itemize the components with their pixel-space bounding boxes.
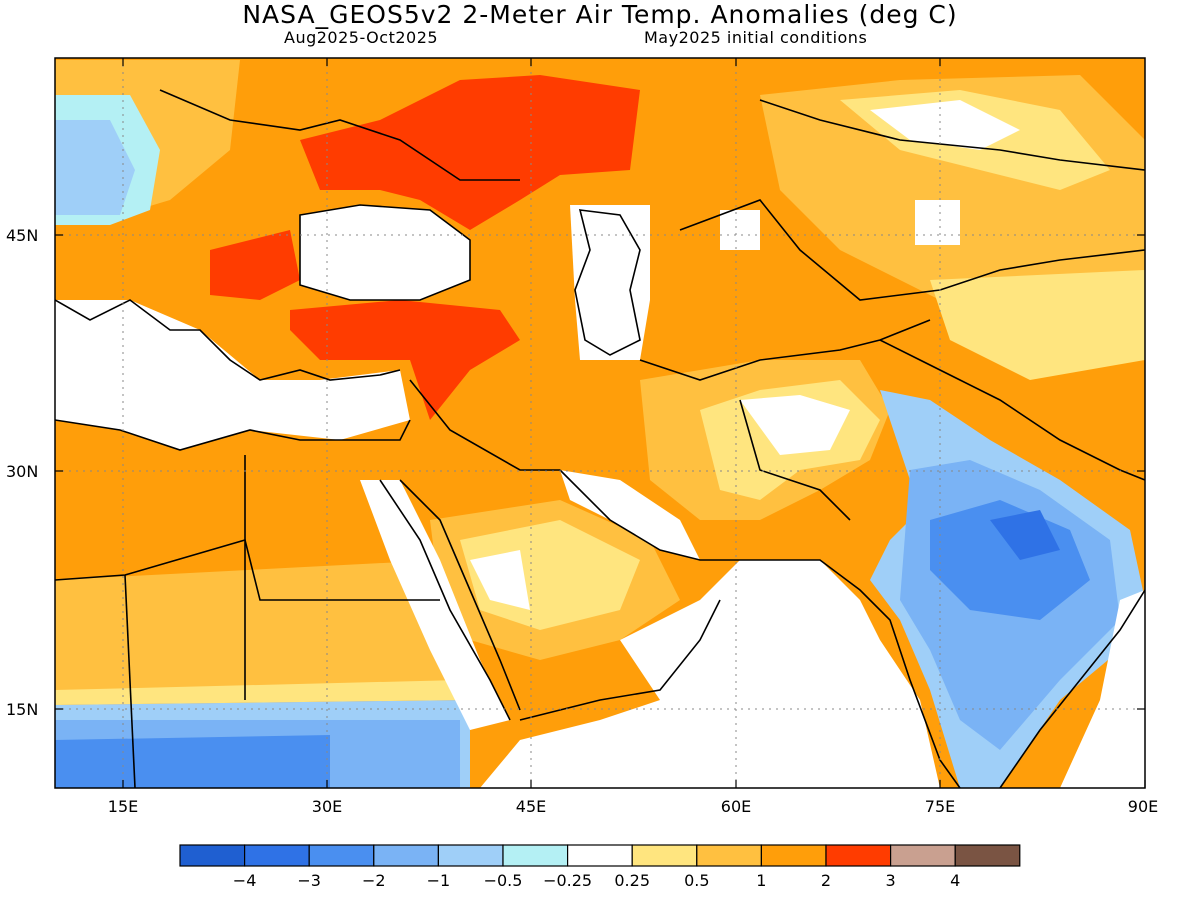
legend-swatch [631,844,698,867]
lon-label-90e: 90E [1128,797,1158,816]
field-sahel-yellow [55,680,470,705]
legend-tick-label: −3 [297,871,321,890]
field-central-africa-deep [55,735,330,788]
legend-swatch [179,844,246,867]
field-sahel-light [55,560,460,700]
legend-swatch [308,844,375,867]
gridlines [55,58,1145,788]
legend-tick-label: 2 [821,871,831,890]
legend-tick-label: 4 [950,871,960,890]
legend-swatch [760,844,827,867]
map-frame [54,57,1146,789]
lat-label-45n: 45N [6,226,38,245]
coast-india-east [999,589,1145,788]
border-iraq-saudi [409,379,560,471]
coast-red-sea-west [379,479,511,721]
coast-caspian [574,209,641,356]
legend-tick-label: 0.5 [684,871,709,890]
border-kazakhstan-south [679,199,1145,301]
legend-tick-label: −0.5 [484,871,523,890]
legend-swatch [889,844,956,867]
legend-swatch [566,844,633,867]
coast-arabia-south [519,599,721,721]
field-afghan-white [740,395,850,455]
period-label: Aug2025-Oct2025 [284,28,439,47]
field-mongolia-white [870,100,1020,150]
map-title: NASA_GEOS5v2 2-Meter Air Temp. Anomalies… [242,0,958,29]
coast-red-sea-east [399,479,521,711]
legend-swatch [502,844,569,867]
border-russia-south [759,99,1145,171]
legend-swatch [825,844,892,867]
mask-bay-of-bengal [1060,590,1145,788]
field-arabia-white [470,550,530,610]
mask-mediterranean [55,300,410,450]
coast-north-med [55,299,401,381]
lon-label-15e: 15E [108,797,138,816]
border-chad [124,574,136,788]
lat-label-15n: 15N [6,700,38,719]
legend-swatch [373,844,439,867]
coast-persian-gulf-india [559,469,961,788]
legend-tick-label: 3 [886,871,896,890]
mask-black-sea [300,205,470,300]
coast-north-africa [55,419,411,451]
legend-swatch [437,844,504,867]
legend-tick-label: −4 [233,871,257,890]
border-himalaya [879,339,1145,481]
legend-swatch [954,844,1021,867]
lon-label-45e: 45E [516,797,546,816]
lat-label-30n: 30N [6,462,38,481]
lon-label-30e: 30E [312,797,342,816]
border-iran-turkmen [639,319,931,381]
border-iran-pakistan [739,399,851,521]
field-europe-blue [55,120,135,215]
mask-caspian-sea [570,205,650,360]
mask-red-sea [360,480,510,730]
mask-arabian-sea [480,560,940,788]
field-india-deep [990,510,1060,560]
legend-tick-label: −1 [427,871,451,890]
mask-balkhash [915,200,960,245]
field-ukraine-russia-red [300,75,640,230]
mask-aral-sea [720,210,760,250]
field-romania-red [210,230,300,300]
legend-tick-label: 0.25 [614,871,650,890]
legend-swatch [244,844,310,867]
border-ukraine [159,89,520,181]
field-turkey-red [290,300,520,420]
field-tibet-yellow [930,270,1145,380]
legend-tick-label: −2 [362,871,386,890]
tick-marks [55,58,1146,788]
legend-tick-label: −0.25 [543,871,592,890]
legend-tick-label: 1 [756,871,766,890]
init-conditions-label: May2025 initial conditions [644,28,868,47]
lon-label-60e: 60E [721,797,751,816]
anomaly-field [55,58,1145,788]
lon-label-75e: 75E [925,797,955,816]
legend-swatch [696,844,762,867]
color-legend: −4 −3 −2 −1 −0.5 −0.25 0.25 0.5 1 2 3 4 [179,844,1021,890]
coast-black-sea [299,204,471,301]
coastlines [55,89,1145,788]
mask-persian-gulf [560,470,700,560]
